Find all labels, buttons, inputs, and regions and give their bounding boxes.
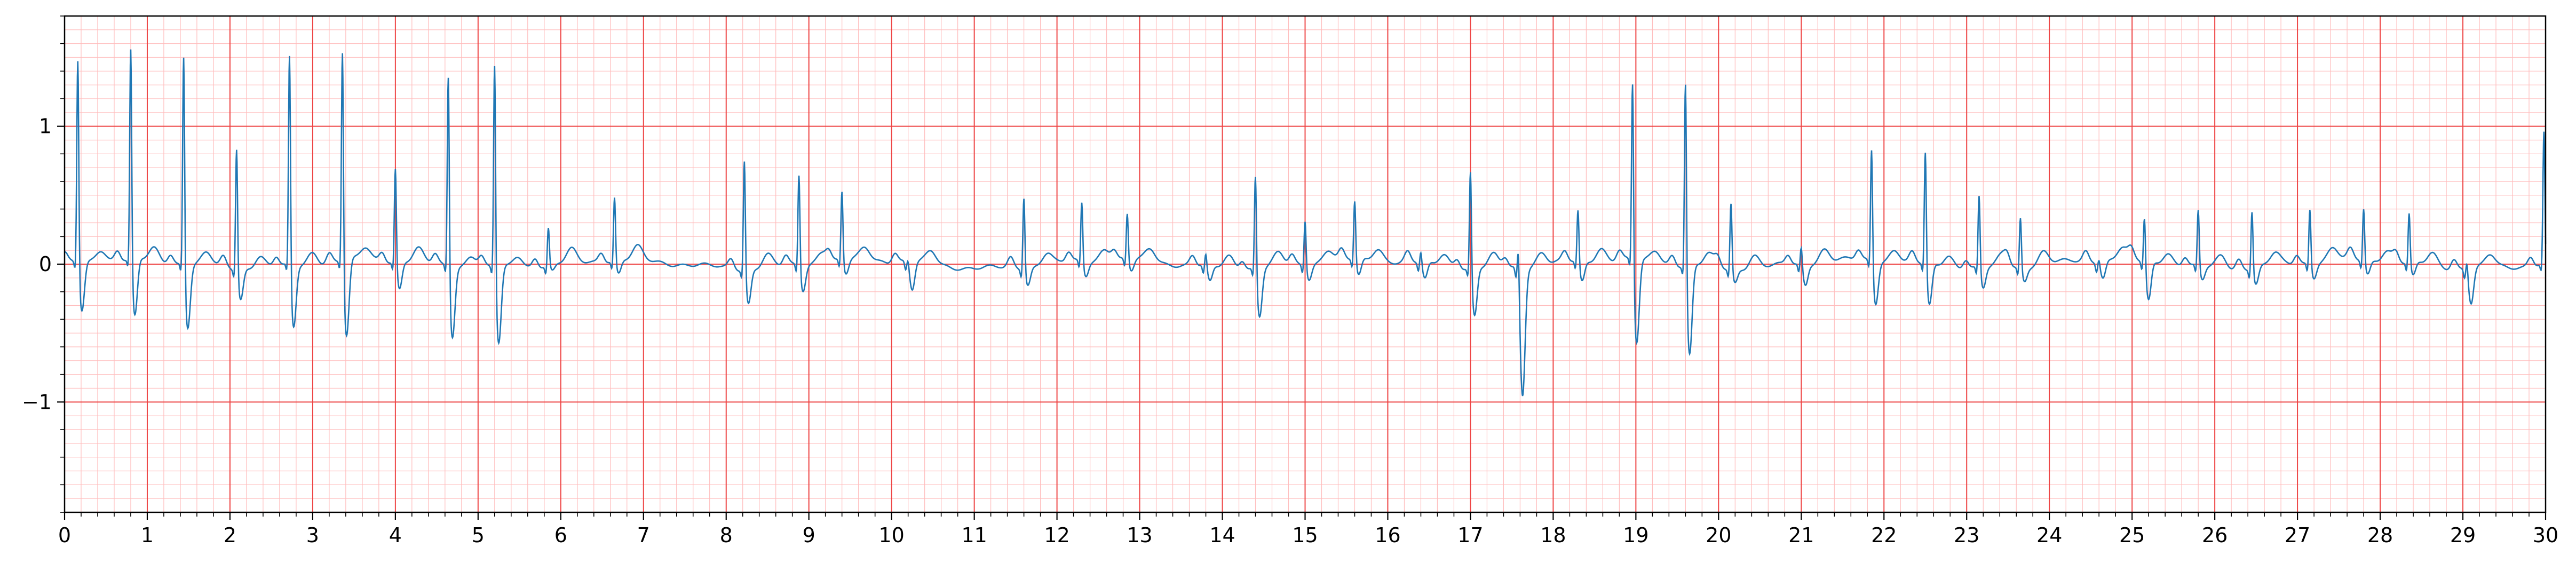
x-axis: 0 1 2 3 4 5 6 7 8 9 10 11 12 13 14 15 16 17 18 19 20 21 22 23 24… (58, 512, 2558, 547)
major-grid (64, 16, 2546, 512)
x-tick-label: 12 (1044, 524, 1069, 547)
x-tick-label: 23 (1954, 524, 1979, 547)
x-tick-label: 28 (2367, 524, 2393, 547)
x-tick-label: 20 (1706, 524, 1731, 547)
x-tick-label: 24 (2036, 524, 2062, 547)
ecg-signal-line (64, 49, 2547, 397)
x-tick-label: 17 (1457, 524, 1483, 547)
x-tick-label: 19 (1623, 524, 1648, 547)
x-tick-label: 18 (1540, 524, 1566, 547)
x-tick-label: 5 (472, 524, 485, 547)
x-tick-label: 14 (1209, 524, 1235, 547)
y-tick-label: 0 (39, 252, 52, 276)
x-tick-label: 22 (1871, 524, 1897, 547)
x-tick-label: 2 (224, 524, 236, 547)
x-tick-label: 4 (389, 524, 402, 547)
x-tick-label: 6 (554, 524, 567, 547)
x-tick-label: 26 (2202, 524, 2228, 547)
x-tick-label: 16 (1375, 524, 1400, 547)
x-tick-label: 11 (961, 524, 987, 547)
x-tick-label: 25 (2119, 524, 2145, 547)
x-tick-label: 15 (1292, 524, 1318, 547)
x-tick-label: 21 (1788, 524, 1814, 547)
x-tick-label: 1 (141, 524, 154, 547)
x-tick-label: 30 (2533, 524, 2558, 547)
x-tick-label: 13 (1127, 524, 1152, 547)
y-tick-label: 1 (39, 115, 52, 138)
x-tick-label: 27 (2285, 524, 2310, 547)
y-tick-label: −1 (22, 390, 52, 414)
x-tick-label: 3 (306, 524, 319, 547)
x-tick-label: 0 (58, 524, 71, 547)
y-axis: −1 0 1 (22, 15, 65, 513)
x-tick-label: 8 (720, 524, 733, 547)
x-tick-label: 29 (2450, 524, 2476, 547)
x-tick-label: 7 (637, 524, 650, 547)
x-tick-label: 10 (878, 524, 904, 547)
x-tick-label: 9 (803, 524, 815, 547)
